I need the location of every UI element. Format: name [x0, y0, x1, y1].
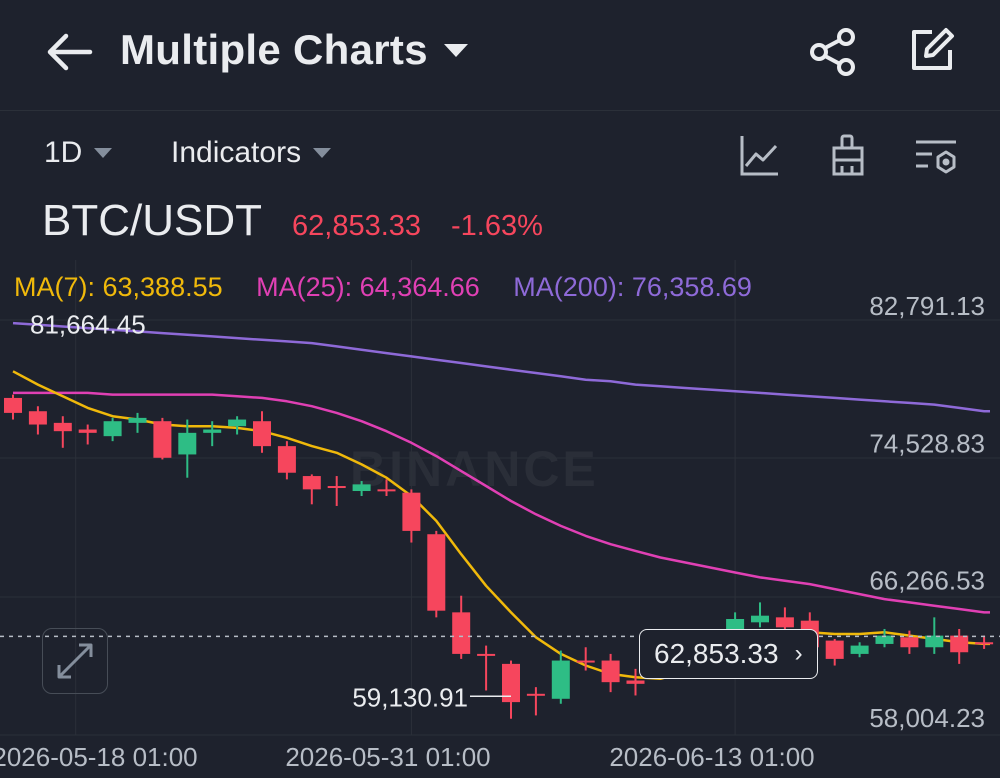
indicators-selector[interactable]: Indicators — [171, 136, 332, 170]
candle-body — [775, 617, 794, 628]
candlestick-chart[interactable]: 82,791.13 74,528.83 66,266.53 58,004.23 2026… — [0, 260, 1000, 778]
candle-body — [402, 492, 421, 531]
candle-body — [178, 432, 197, 455]
ma25-line — [13, 391, 990, 614]
top-bar: Multiple Charts — [0, 0, 1000, 111]
candle-body — [875, 635, 894, 644]
candle-body — [950, 635, 969, 653]
y-tick-label: 58,004.23 — [869, 703, 985, 733]
y-tick-label: 82,791.13 — [869, 291, 985, 321]
low-annotation: 59,130.91 — [352, 682, 468, 712]
share-button[interactable] — [806, 26, 862, 78]
chart-settings-icon — [916, 140, 956, 174]
candle-body — [352, 484, 371, 492]
last-price: 62,853.33 — [292, 210, 422, 242]
candle-body — [825, 640, 844, 659]
chart-settings-button[interactable] — [912, 132, 960, 180]
candle-body — [900, 637, 919, 648]
x-tick-label: 2026-05-18 01:00 — [0, 742, 198, 772]
x-tick-label: 2026-06-13 01:00 — [609, 742, 814, 772]
y-tick-label: 66,266.53 — [869, 566, 985, 596]
share-icon — [810, 28, 855, 76]
fullscreen-button[interactable] — [42, 628, 108, 694]
pair-symbol[interactable]: BTC/USDT — [42, 196, 262, 245]
ma200-legend: MA(200): 76,358.69 — [513, 272, 752, 302]
candle-body — [78, 429, 97, 433]
chevron-right-icon: › — [794, 640, 803, 667]
indicators-label: Indicators — [171, 136, 302, 169]
caret-down-icon — [313, 148, 332, 158]
candle-body — [4, 397, 22, 413]
arrow-left-icon — [47, 33, 93, 71]
current-price-label: 62,853.33 — [654, 638, 779, 669]
candle-body — [53, 422, 72, 432]
candle-body — [477, 653, 496, 656]
candle-body — [277, 446, 296, 473]
chart-layout-selector[interactable]: Multiple Charts — [120, 26, 468, 74]
candle-body — [253, 421, 271, 447]
edit-button[interactable] — [904, 24, 960, 76]
edit-icon — [912, 28, 954, 70]
price-change: -1.63% — [451, 210, 543, 242]
ma7-line — [12, 370, 990, 681]
candle-body — [751, 615, 769, 623]
ma-legend: MA(7): 63,388.55 MA(25): 64,364.66 MA(20… — [14, 272, 778, 303]
interval-selector[interactable]: 1D — [44, 136, 113, 170]
candle-body — [427, 534, 446, 611]
candle-body — [626, 680, 645, 684]
watermark-logo: BINANCE — [350, 441, 599, 497]
page-title: Multiple Charts — [120, 26, 428, 73]
high-annotation: 81,664.45 — [30, 310, 146, 340]
chart-type-button[interactable] — [736, 132, 784, 180]
candle-body — [925, 635, 944, 648]
drawing-tools-button[interactable] — [824, 132, 872, 180]
candle-body — [302, 476, 321, 490]
candle-body — [975, 642, 994, 645]
ma200-line — [12, 321, 990, 413]
ma7-legend: MA(7): 63,388.55 — [14, 272, 223, 302]
interval-label: 1D — [44, 136, 83, 169]
chart-toolbar: 1D Indicators — [0, 112, 1000, 192]
line-chart-icon — [740, 136, 778, 176]
candle-body — [327, 486, 346, 489]
expand-icon — [57, 643, 93, 679]
x-tick-label: 2026-05-31 01:00 — [285, 742, 490, 772]
candle-body — [526, 693, 545, 696]
candle-body — [551, 660, 570, 699]
candle-body — [128, 417, 147, 423]
brush-icon — [832, 134, 864, 176]
candle-body — [601, 660, 620, 683]
y-tick-label: 74,528.83 — [869, 428, 985, 458]
candle-body — [502, 663, 520, 703]
candle-body — [377, 489, 396, 492]
candle-body — [153, 421, 172, 458]
candle-body — [228, 419, 247, 427]
candle-body — [850, 645, 869, 654]
ticker-row: BTC/USDT 62,853.33 -1.63% — [42, 196, 543, 246]
candle-body — [452, 612, 471, 654]
candle-body — [576, 660, 595, 663]
caret-down-icon — [94, 148, 113, 158]
candle-body — [203, 429, 222, 433]
candle-body — [103, 421, 122, 437]
candle-body — [28, 411, 47, 425]
back-button[interactable] — [42, 28, 96, 76]
caret-down-icon — [443, 43, 468, 57]
ma25-legend: MA(25): 64,364.66 — [256, 272, 480, 302]
current-price-tag[interactable]: 62,853.33 › — [639, 629, 818, 679]
